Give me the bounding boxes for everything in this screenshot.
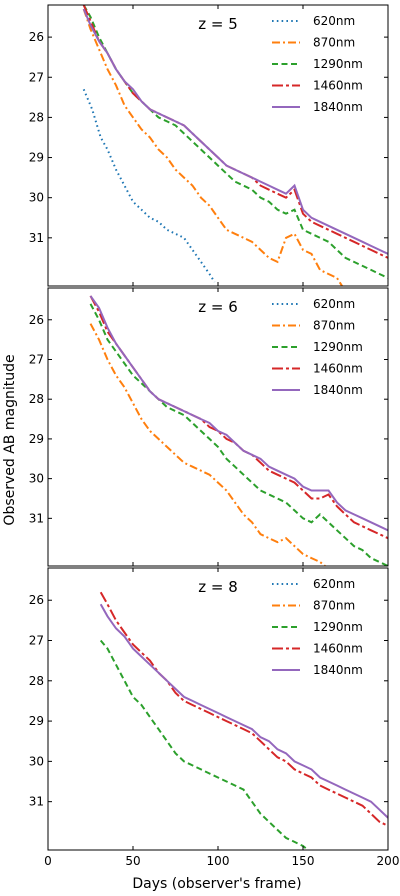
panel-1-legend-label-870nm: 870nm [313, 36, 355, 50]
panel-2: 26 27 28 29 30 31 z = 6 620nm 870nm 1290nm 1460nm 1… [29, 287, 389, 567]
x-axis-title: Days (observer's frame) [132, 876, 301, 892]
panel-1: 26 27 28 29 30 31 z = 5 620nm 870nm 1290nm 1460nm 1… [29, 4, 389, 287]
panel-2-ytick-label-28: 28 [29, 392, 44, 406]
panel-1-ytick-label-26: 26 [29, 30, 44, 44]
xtick-label-150: 150 [292, 854, 315, 868]
y-axis-title: Observed AB magnitude [2, 354, 18, 525]
panel-3-series-1840nm [99, 603, 388, 819]
panel-3-legend-label-1290nm: 1290nm [313, 620, 363, 634]
panel-1-series-1840nm [82, 8, 388, 255]
panel-1-ytick-label-27: 27 [29, 70, 44, 84]
panel-1-ytick-label-29: 29 [29, 151, 44, 165]
panel-2-ytick-label-29: 29 [29, 432, 44, 446]
panel-3-ytick-label-31: 31 [29, 795, 44, 809]
panel-2-legend-label-1840nm: 1840nm [313, 383, 363, 397]
panel-3: 26 27 28 29 30 31 0 50 100 150 200 z = 8 620nm 870nm 1… [29, 567, 400, 868]
panel-2-series-870nm [89, 323, 326, 566]
panel-3-legend-label-1460nm: 1460nm [313, 642, 363, 656]
panel-2-ytick-label-31: 31 [29, 511, 44, 525]
panel-2-ytick-label-26: 26 [29, 313, 44, 327]
panel-3-series-1290nm [99, 639, 309, 850]
panel-2-legend-label-870nm: 870nm [313, 319, 355, 333]
xtick-label-100: 100 [207, 854, 230, 868]
panel-3-legend-label-1840nm: 1840nm [313, 663, 363, 677]
panel-1-legend-label-620nm: 620nm [313, 14, 355, 28]
panel-3-ytick-label-28: 28 [29, 674, 44, 688]
panel-1-series-870nm [82, 8, 343, 286]
panel-2-series-1290nm [89, 303, 388, 566]
xtick-label-0: 0 [44, 854, 52, 868]
panel-1-ytick-label-28: 28 [29, 110, 44, 124]
panel-1-legend-label-1460nm: 1460nm [313, 79, 363, 93]
panel-2-legend-label-620nm: 620nm [313, 297, 355, 311]
panel-2-legend-label-1290nm: 1290nm [313, 340, 363, 354]
panel-1-redshift-label: z = 5 [198, 15, 238, 33]
panel-1-legend-label-1290nm: 1290nm [313, 57, 363, 71]
panel-2-legend-label-1460nm: 1460nm [313, 362, 363, 376]
xtick-label-50: 50 [125, 854, 140, 868]
panel-3-ytick-label-29: 29 [29, 714, 44, 728]
panel-3-ytick-label-30: 30 [29, 754, 44, 768]
panel-1-series-620nm [82, 88, 216, 283]
panel-1-ytick-label-30: 30 [29, 191, 44, 205]
panel-3-legend-label-870nm: 870nm [313, 599, 355, 613]
panel-3-redshift-label: z = 8 [198, 578, 238, 596]
panel-2-ytick-label-27: 27 [29, 352, 44, 366]
panel-2-ytick-label-30: 30 [29, 472, 44, 486]
panel-3-legend-label-620nm: 620nm [313, 577, 355, 591]
panel-3-ytick-label-26: 26 [29, 593, 44, 607]
panel-2-redshift-label: z = 6 [198, 298, 238, 316]
xtick-label-200: 200 [377, 854, 400, 868]
panel-1-ytick-label-31: 31 [29, 231, 44, 245]
panel-1-legend-label-1840nm: 1840nm [313, 100, 363, 114]
panel-2-series-1840nm [89, 295, 388, 532]
panel-3-ytick-label-27: 27 [29, 634, 44, 648]
panel-3-series-1460nm [99, 591, 388, 827]
